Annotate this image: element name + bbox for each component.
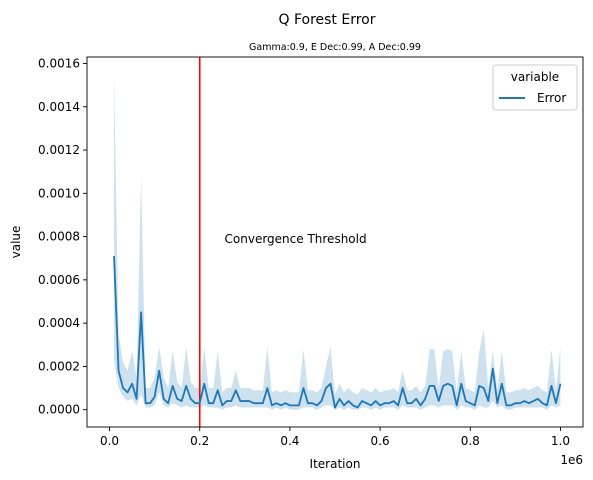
convergence-threshold-label: Convergence Threshold xyxy=(225,232,367,246)
legend: variable Error xyxy=(492,64,578,111)
legend-title: variable xyxy=(511,70,559,84)
y-tick-label: 0.0004 xyxy=(38,316,80,330)
chart-subtitle: Gamma:0.9, E Dec:0.99, A Dec:0.99 xyxy=(249,42,421,53)
x-tick-label: 1.0 xyxy=(551,434,570,448)
y-tick-label: 0.0006 xyxy=(38,273,80,287)
y-tick-label: 0.0002 xyxy=(38,359,80,373)
legend-entry-error: Error xyxy=(537,91,566,105)
y-tick-label: 0.0008 xyxy=(38,230,80,244)
y-axis: 0.0000 0.0002 0.0004 0.0006 0.0008 0.0010 0.00… xyxy=(38,56,87,417)
x-axis: 0.0 0.2 0.4 0.6 0.8 1.0 xyxy=(100,427,570,448)
plot-area: Convergence Threshold xyxy=(113,57,562,427)
y-tick-label: 0.0014 xyxy=(38,100,80,114)
x-tick-label: 0.2 xyxy=(190,434,209,448)
y-tick-label: 0.0016 xyxy=(38,56,80,70)
y-axis-label: value xyxy=(9,226,23,259)
y-tick-label: 0.0012 xyxy=(38,143,80,157)
x-tick-label: 0.8 xyxy=(461,434,480,448)
y-tick-label: 0.0010 xyxy=(38,186,80,200)
x-axis-label: Iteration xyxy=(310,457,361,471)
axes-frame xyxy=(86,56,584,428)
x-tick-label: 0.6 xyxy=(371,434,390,448)
series-error-line xyxy=(113,256,562,409)
x-tick-label: 0.0 xyxy=(100,434,119,448)
chart-title: Q Forest Error xyxy=(278,12,375,28)
x-axis-offset-label: 1e6 xyxy=(560,453,583,467)
x-tick-label: 0.4 xyxy=(280,434,299,448)
y-tick-label: 0.0000 xyxy=(38,403,80,417)
